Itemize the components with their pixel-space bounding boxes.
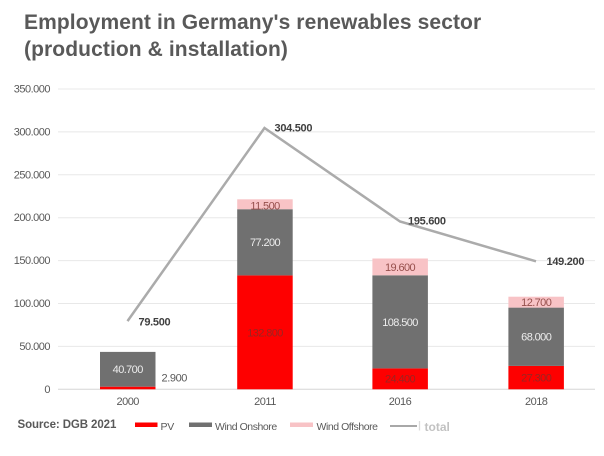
svg-text:77.200: 77.200 (250, 237, 281, 249)
svg-text:2016: 2016 (389, 396, 412, 408)
svg-text:150.000: 150.000 (14, 255, 51, 267)
svg-text:79.500: 79.500 (139, 317, 171, 329)
svg-text:12.700: 12.700 (521, 297, 552, 309)
svg-text:200.000: 200.000 (14, 212, 51, 224)
svg-text:Wind Onshore: Wind Onshore (215, 421, 277, 433)
svg-text:0: 0 (44, 384, 50, 396)
svg-text:27.300: 27.300 (521, 373, 552, 385)
svg-text:350.000: 350.000 (14, 84, 51, 96)
svg-text:2018: 2018 (525, 396, 548, 408)
svg-text:304.500: 304.500 (275, 123, 313, 135)
svg-text:PV: PV (161, 421, 175, 433)
svg-text:19.600: 19.600 (385, 262, 416, 274)
svg-text:100.000: 100.000 (14, 298, 51, 310)
svg-text:2000: 2000 (116, 396, 139, 408)
svg-text:132.800: 132.800 (247, 327, 283, 339)
svg-text:149.200: 149.200 (547, 256, 585, 268)
svg-text:2.900: 2.900 (162, 373, 188, 385)
svg-text:11.500: 11.500 (250, 201, 280, 213)
svg-text:195.600: 195.600 (408, 216, 446, 228)
svg-text:2011: 2011 (254, 396, 276, 408)
svg-text:68.000: 68.000 (521, 332, 552, 344)
svg-text:Wind Offshore: Wind Offshore (317, 421, 379, 433)
svg-text:108.500: 108.500 (382, 317, 418, 329)
svg-text:50.000: 50.000 (19, 341, 50, 353)
svg-text:250.000: 250.000 (14, 169, 51, 181)
svg-text:40.700: 40.700 (113, 364, 144, 376)
svg-text:Source: DGB 2021: Source: DGB 2021 (18, 419, 117, 431)
svg-text:24.400: 24.400 (385, 374, 416, 386)
svg-text:total: total (425, 420, 450, 434)
svg-text:300.000: 300.000 (14, 126, 51, 138)
